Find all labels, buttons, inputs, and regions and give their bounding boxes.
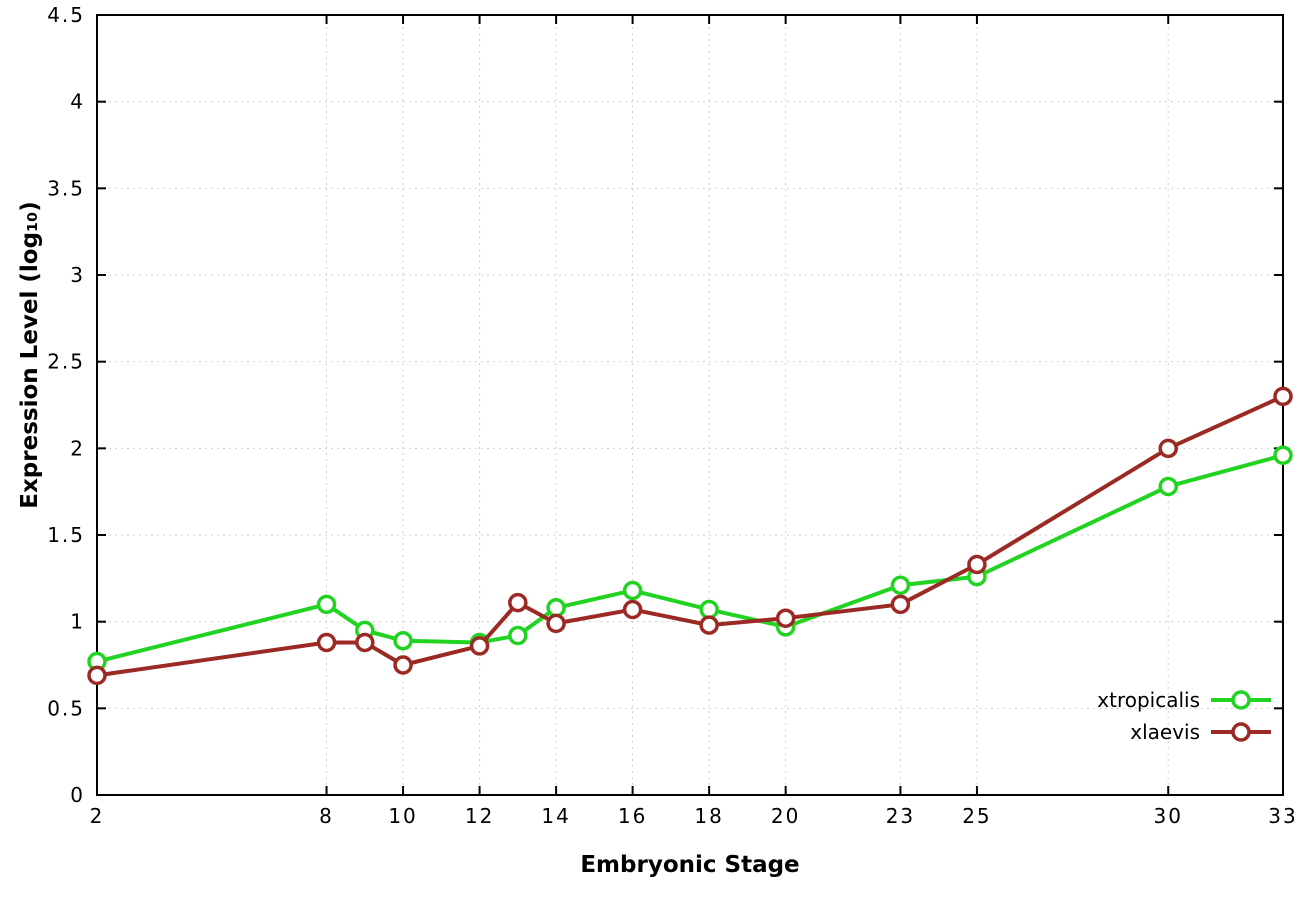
- legend: xtropicalis xlaevis: [1097, 688, 1274, 744]
- x-tick-label: 25: [962, 804, 991, 828]
- legend-item-xlaevis: xlaevis: [1130, 720, 1274, 744]
- data-point-xlaevis: [393, 655, 413, 675]
- data-point-xlaevis: [508, 592, 528, 613]
- plot-border: [96, 14, 1284, 796]
- series-line-xlaevis: [95, 394, 1285, 678]
- y-tick-label: 2: [70, 436, 85, 460]
- legend-label-xlaevis: xlaevis: [1130, 720, 1200, 744]
- x-tick-label: 30: [1153, 804, 1182, 828]
- y-tick-label: 2.5: [47, 350, 85, 374]
- y-tick-label: 1.5: [47, 523, 85, 547]
- y-tick-label: 1: [70, 610, 85, 634]
- x-axis-label: Embryonic Stage: [580, 852, 800, 878]
- data-point-xtropicalis: [622, 580, 643, 601]
- data-point-xlaevis: [1273, 386, 1293, 407]
- legend-item-xtropicalis: xtropicalis: [1097, 688, 1274, 712]
- data-point-xtropicalis: [393, 630, 413, 651]
- data-point-xtropicalis: [546, 598, 566, 618]
- x-tick-label: 12: [465, 804, 494, 828]
- y-tick-label: 0.5: [47, 696, 85, 720]
- x-tick-label: 23: [886, 804, 915, 828]
- legend-label-xtropicalis: xtropicalis: [1097, 688, 1200, 712]
- y-axis-label: Expression Level (log₁₀): [17, 201, 43, 509]
- y-tick-label: 3.5: [47, 176, 85, 200]
- x-tick-label: 10: [388, 804, 417, 828]
- data-point-xtropicalis: [699, 599, 719, 620]
- x-tick-label: 8: [319, 804, 334, 828]
- legend-marker-xlaevis: [1211, 722, 1271, 742]
- data-point-xlaevis: [316, 632, 337, 653]
- data-point-xlaevis: [355, 632, 375, 653]
- legend-marker-xtropicalis: [1211, 690, 1271, 710]
- data-point-xlaevis: [1158, 438, 1178, 459]
- data-point-xlaevis: [699, 615, 719, 635]
- y-tick-label: 3: [70, 263, 85, 287]
- x-tick-label: 16: [618, 804, 647, 828]
- data-point-xlaevis: [87, 665, 107, 686]
- data-point-xlaevis: [469, 636, 490, 656]
- x-tick-label: 20: [771, 804, 800, 828]
- y-tick-label: 4: [70, 90, 85, 114]
- data-point-xlaevis: [967, 554, 987, 575]
- data-point-xtropicalis: [890, 575, 911, 596]
- x-tick-label: 18: [694, 804, 723, 828]
- y-tick-label: 0: [70, 783, 85, 807]
- data-point-xtropicalis: [1273, 445, 1293, 466]
- x-tick-label: 33: [1268, 804, 1296, 828]
- x-tick-label: 14: [541, 804, 570, 828]
- data-point-xlaevis: [622, 599, 643, 620]
- data-point-xlaevis: [546, 613, 566, 634]
- data-point-xlaevis: [775, 608, 796, 628]
- data-point-xtropicalis: [316, 594, 337, 615]
- y-tick-label: 4.5: [47, 3, 85, 27]
- data-point-xlaevis: [890, 594, 911, 615]
- x-tick-label: 2: [90, 804, 105, 828]
- data-point-xtropicalis: [508, 625, 528, 646]
- data-point-xtropicalis: [1158, 476, 1178, 497]
